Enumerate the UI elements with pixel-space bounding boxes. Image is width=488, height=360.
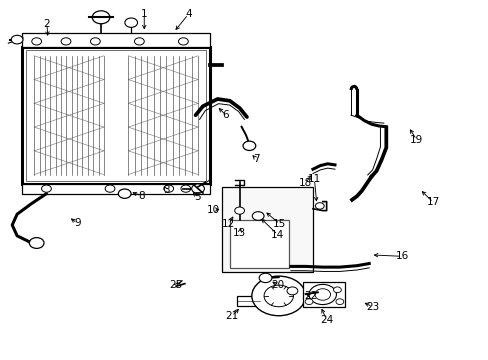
Circle shape	[243, 141, 255, 150]
Circle shape	[259, 273, 271, 283]
Text: 25: 25	[169, 280, 183, 290]
Circle shape	[191, 184, 204, 193]
Circle shape	[286, 287, 297, 295]
Circle shape	[32, 38, 41, 45]
Bar	[303, 282, 344, 307]
Circle shape	[252, 212, 264, 220]
Text: 23: 23	[365, 302, 379, 312]
Circle shape	[92, 11, 110, 24]
Text: 12: 12	[222, 219, 235, 229]
Circle shape	[29, 238, 44, 248]
Bar	[22, 184, 210, 194]
Text: 15: 15	[272, 219, 286, 229]
Text: 20: 20	[271, 280, 284, 291]
Circle shape	[181, 185, 190, 192]
Circle shape	[11, 35, 23, 44]
Text: 2: 2	[43, 19, 50, 29]
Bar	[222, 187, 312, 272]
Circle shape	[333, 287, 341, 293]
Circle shape	[124, 18, 137, 27]
Circle shape	[305, 299, 312, 305]
Circle shape	[264, 285, 293, 307]
Text: 9: 9	[74, 218, 81, 228]
Text: 3: 3	[163, 185, 169, 195]
Text: 21: 21	[224, 311, 238, 321]
Text: 14: 14	[270, 230, 284, 240]
Circle shape	[251, 276, 305, 316]
Circle shape	[61, 38, 71, 45]
Text: 13: 13	[232, 228, 246, 238]
Circle shape	[41, 185, 51, 192]
Text: 24: 24	[319, 315, 333, 325]
Circle shape	[234, 207, 244, 214]
Bar	[236, 296, 260, 306]
Circle shape	[308, 284, 336, 305]
Text: 22: 22	[304, 291, 317, 301]
Text: 7: 7	[252, 154, 259, 164]
Text: 16: 16	[394, 251, 408, 261]
Text: 19: 19	[409, 135, 423, 145]
Bar	[229, 220, 288, 268]
Text: 11: 11	[307, 174, 321, 184]
Circle shape	[105, 185, 115, 192]
Circle shape	[178, 38, 188, 45]
Circle shape	[314, 289, 330, 300]
Circle shape	[118, 189, 131, 198]
Text: 8: 8	[138, 191, 145, 201]
Text: 6: 6	[222, 110, 229, 120]
Text: 4: 4	[184, 9, 191, 19]
Text: 5: 5	[194, 192, 201, 202]
Circle shape	[335, 299, 343, 305]
Bar	[22, 33, 210, 47]
Circle shape	[134, 38, 144, 45]
Circle shape	[90, 38, 100, 45]
Circle shape	[315, 203, 324, 209]
Bar	[26, 50, 206, 181]
Bar	[22, 47, 210, 184]
Circle shape	[163, 185, 173, 192]
Text: 17: 17	[426, 197, 439, 207]
Text: 18: 18	[298, 178, 311, 188]
Text: 10: 10	[207, 204, 220, 215]
Text: 1: 1	[141, 9, 147, 19]
